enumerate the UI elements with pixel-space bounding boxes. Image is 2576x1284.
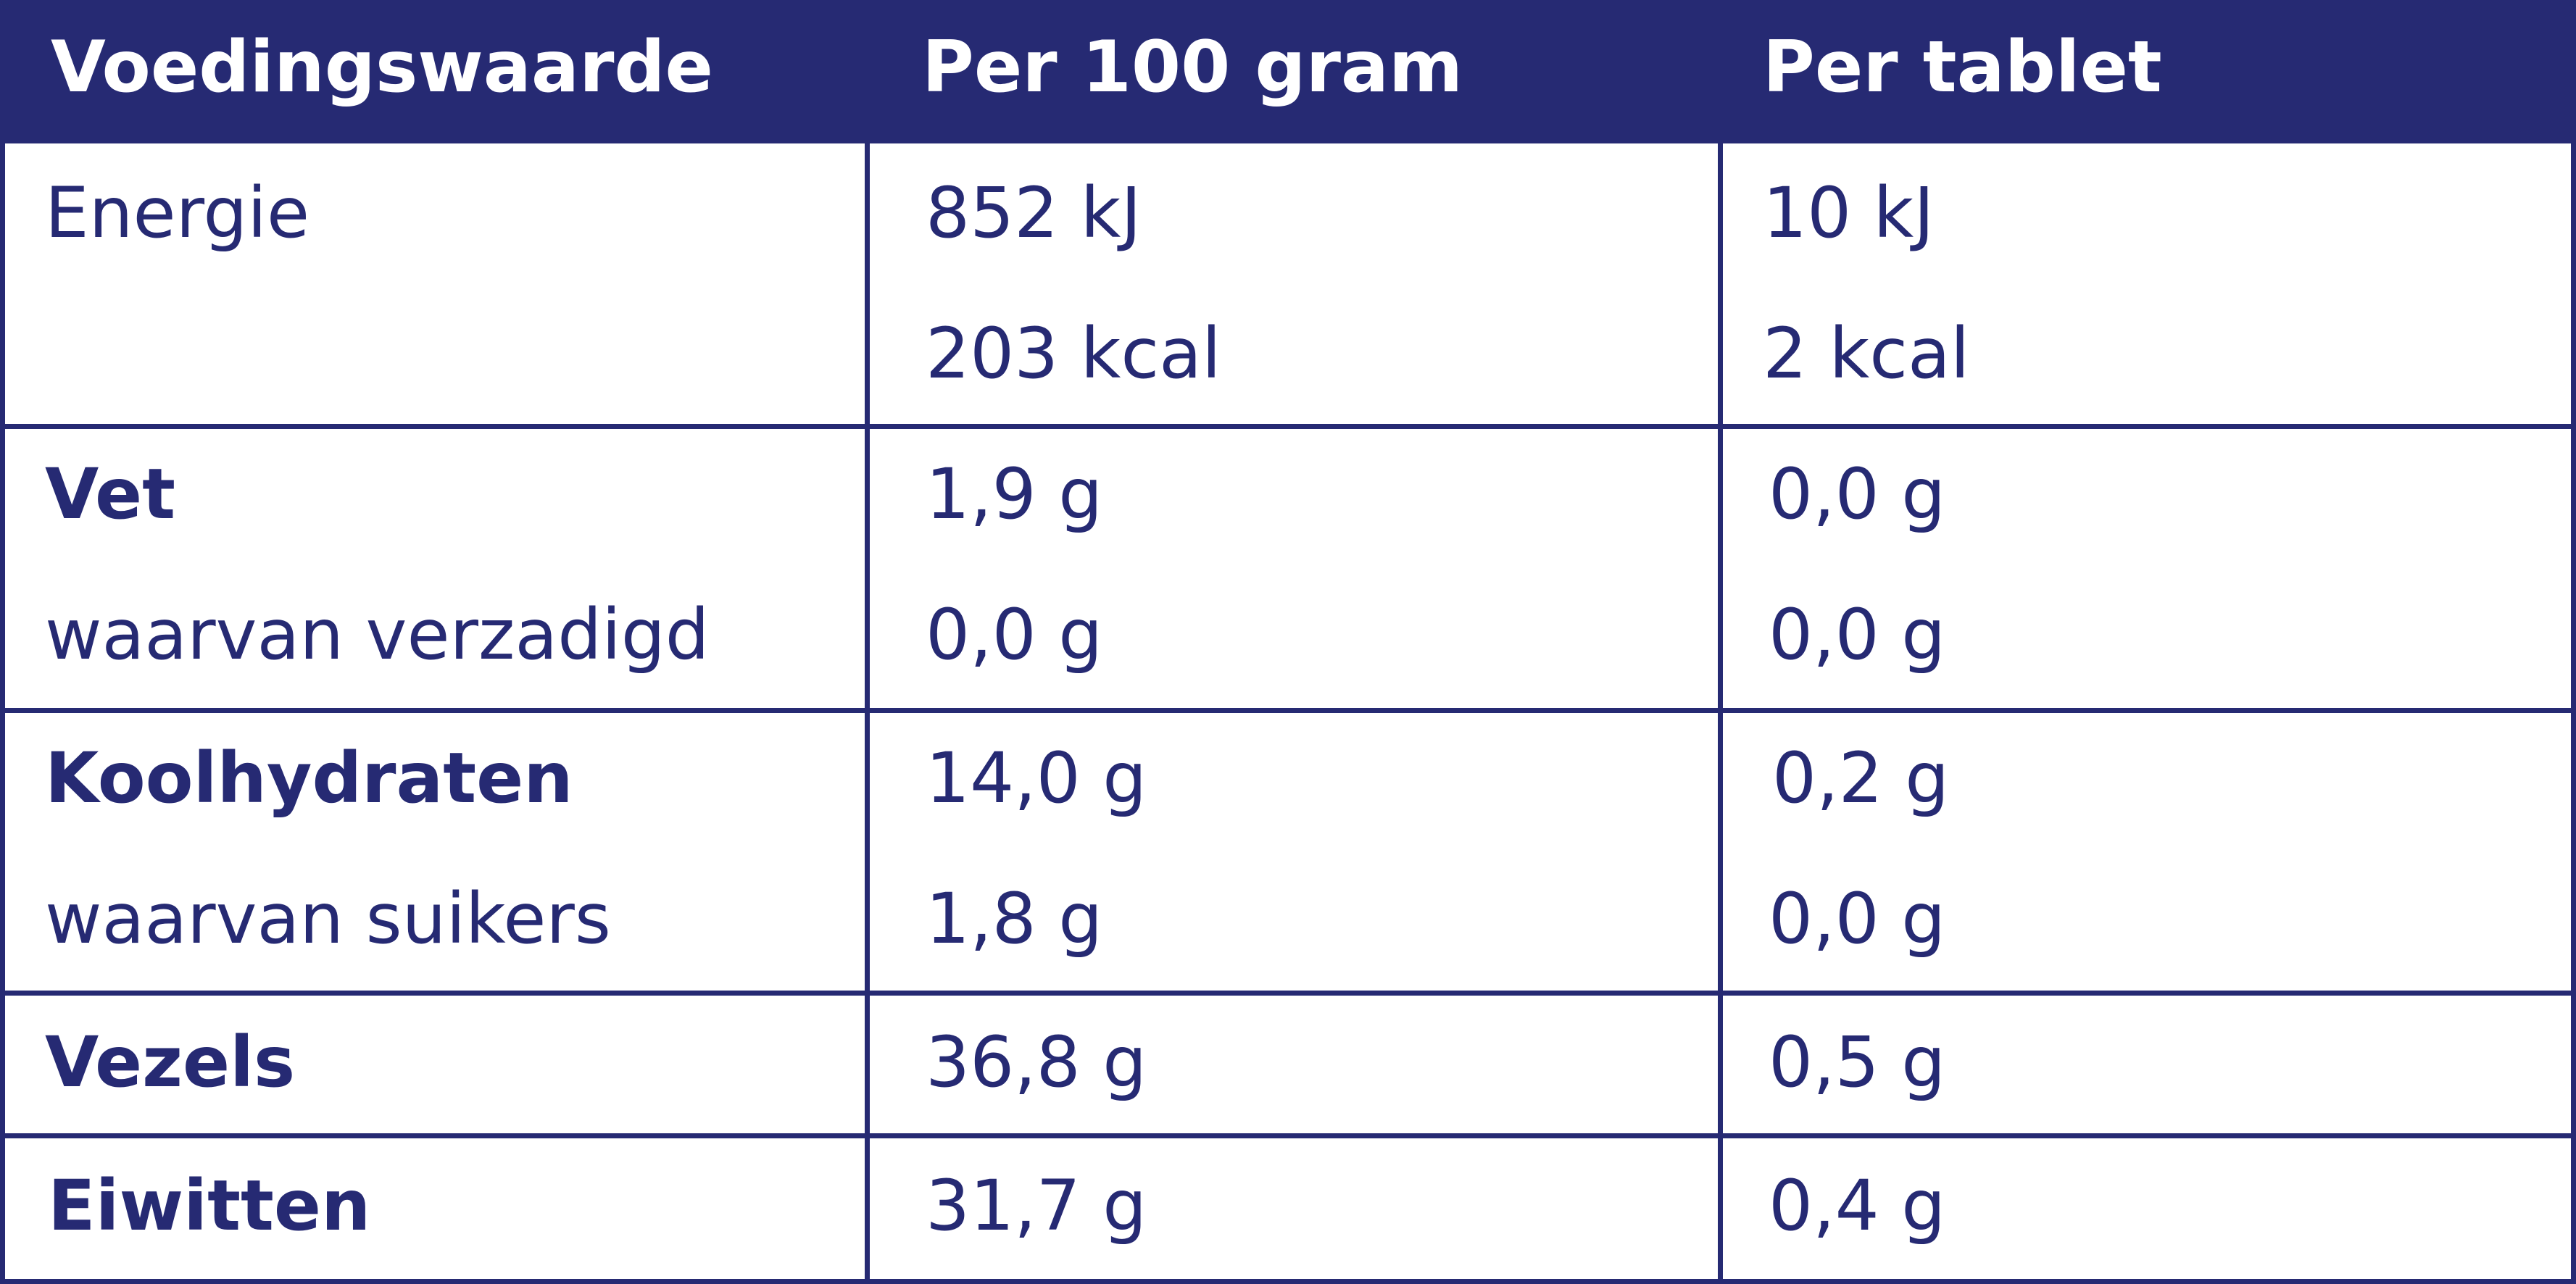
value-per-100-gram: 14,0 g — [926, 738, 1147, 819]
header-per-100-gram: Per 100 gram — [922, 26, 1463, 109]
value-per-100-gram: 852 kJ — [926, 172, 1142, 254]
table-body — [0, 143, 2576, 1284]
nutrient-label-suikers: waarvan suikers — [45, 878, 611, 959]
value-per-tablet: 10 kJ — [1763, 172, 1935, 254]
value-per-tablet: 0,0 g — [1769, 454, 1946, 535]
value-per-tablet: 0,4 g — [1769, 1165, 1946, 1246]
header-nutrient: Voedingswaarde — [51, 26, 714, 109]
group-divider — [0, 424, 2576, 429]
value-per-100-gram: 31,7 g — [926, 1165, 1147, 1246]
column-divider — [865, 143, 870, 1284]
value-per-100-gram: 0,0 g — [926, 594, 1103, 675]
value-per-tablet: 2 kcal — [1763, 313, 1970, 394]
column-divider — [1718, 143, 1723, 1284]
nutrient-label-verzadigd: waarvan verzadigd — [45, 594, 710, 675]
value-per-100-gram: 203 kcal — [926, 313, 1221, 394]
value-per-tablet: 0,5 g — [1769, 1022, 1946, 1103]
header-per-tablet: Per tablet — [1763, 26, 2162, 109]
value-per-100-gram: 1,9 g — [926, 454, 1103, 535]
nutrient-label-energie: Energie — [45, 172, 310, 254]
table-header: Voedingswaarde Per 100 gram Per tablet — [0, 0, 2576, 143]
group-divider — [0, 708, 2576, 713]
nutrient-label-koolhydraten: Koolhydraten — [45, 738, 573, 819]
value-per-tablet: 0,0 g — [1769, 594, 1946, 675]
value-per-100-gram: 1,8 g — [926, 878, 1103, 959]
group-divider — [0, 1133, 2576, 1138]
nutrient-label-vet: Vet — [45, 454, 176, 535]
nutrient-label-eiwitten: Eiwitten — [48, 1165, 371, 1246]
value-per-tablet: 0,0 g — [1769, 878, 1946, 959]
value-per-tablet: 0,2 g — [1772, 738, 1950, 819]
group-divider — [0, 991, 2576, 996]
value-per-100-gram: 36,8 g — [926, 1022, 1147, 1103]
nutrient-label-vezels: Vezels — [45, 1022, 296, 1103]
